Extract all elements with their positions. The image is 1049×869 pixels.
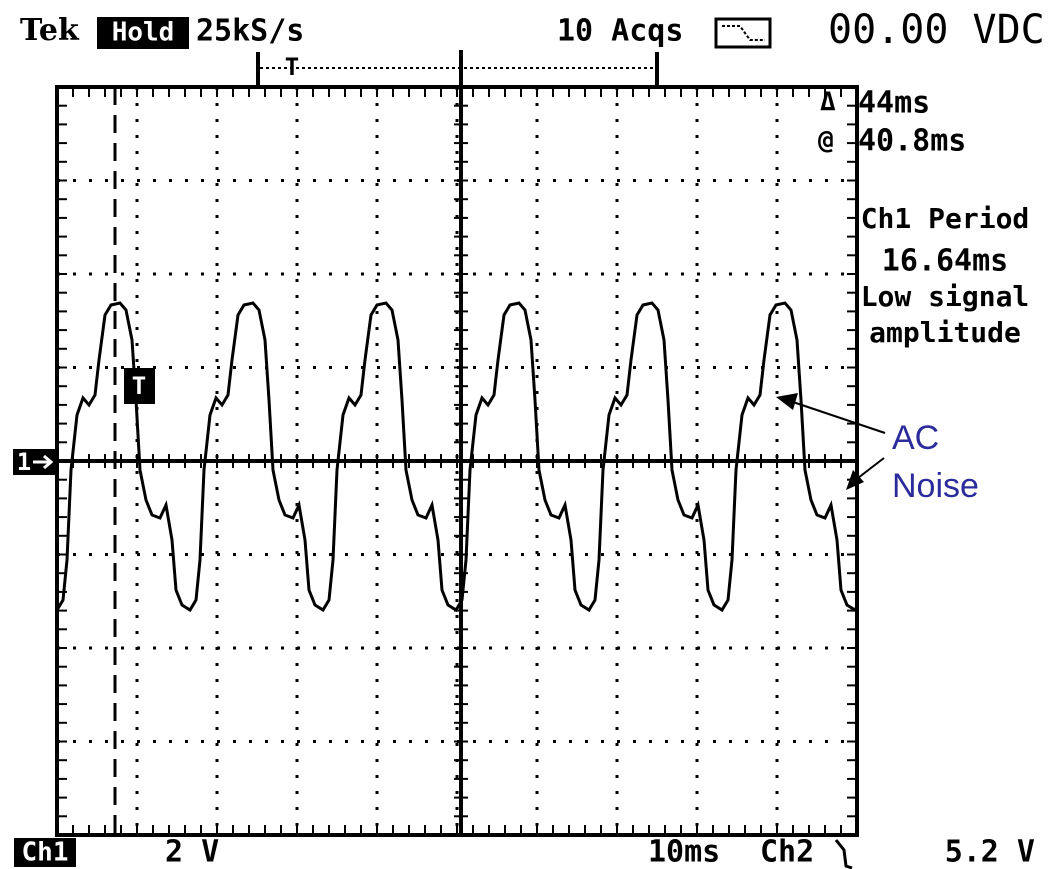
at-label: @: [818, 126, 834, 156]
period-label: Ch1 Period: [861, 202, 1030, 235]
trigger-level-marker: T: [132, 372, 146, 400]
trigger-level-box: [124, 368, 155, 404]
brand: Tek: [20, 13, 80, 48]
mode-box: [97, 17, 189, 49]
trigger-level: 5.2 V: [945, 835, 1035, 869]
delta-label: Δ: [820, 88, 836, 118]
period-value: 16.64ms: [882, 244, 1008, 279]
delta-value: 44ms: [858, 86, 930, 121]
channel-box: [14, 838, 76, 867]
acq-icon: [714, 17, 772, 49]
time-per-div: 10ms: [648, 835, 720, 869]
mode: Hold: [112, 18, 175, 48]
acquisitions: 10 Acqs: [557, 14, 683, 49]
slope-icon: [834, 839, 853, 869]
status-line: amplitude: [869, 316, 1021, 349]
readout: 00.00 VDC: [828, 7, 1045, 53]
trigger-window: [256, 52, 659, 85]
ground-arrow: [33, 454, 54, 470]
at-value: 40.8ms: [858, 124, 966, 159]
volts-per-div: 2 V: [165, 835, 219, 869]
annotation: AC: [892, 419, 939, 457]
channel: Ch1: [22, 838, 69, 868]
trigger-pos-marker: T: [285, 53, 299, 81]
sample-rate: 25kS/s: [196, 14, 304, 49]
trigger-source: Ch2: [760, 835, 814, 869]
status-line: Low signal: [861, 280, 1030, 313]
ground-marker: 1: [17, 448, 31, 476]
annotation-arrows: [776, 393, 886, 490]
waveform-trace: [57, 301, 857, 613]
annotation: Noise: [892, 467, 979, 505]
